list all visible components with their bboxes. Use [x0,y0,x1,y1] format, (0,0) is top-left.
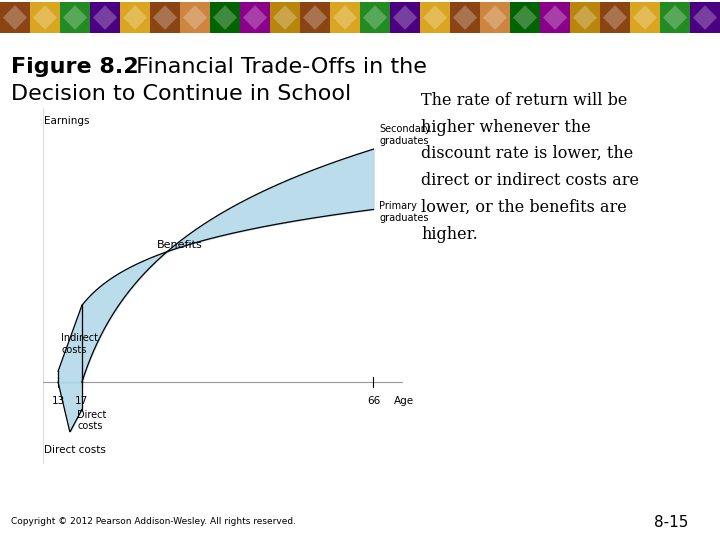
Polygon shape [483,5,507,30]
FancyBboxPatch shape [510,2,540,33]
FancyBboxPatch shape [90,2,120,33]
FancyBboxPatch shape [600,2,630,33]
Text: The rate of return will be
higher whenever the
discount rate is lower, the
direc: The rate of return will be higher whenev… [421,92,639,242]
FancyBboxPatch shape [540,2,570,33]
Text: Earnings: Earnings [45,116,90,126]
FancyBboxPatch shape [450,2,480,33]
Polygon shape [513,5,537,30]
Text: 8-15: 8-15 [654,515,688,530]
Polygon shape [183,5,207,30]
Polygon shape [663,5,687,30]
FancyBboxPatch shape [390,2,420,33]
Polygon shape [123,5,147,30]
Polygon shape [393,5,417,30]
Polygon shape [33,5,57,30]
Polygon shape [693,5,717,30]
Polygon shape [213,5,237,30]
FancyBboxPatch shape [690,2,720,33]
Polygon shape [3,5,27,30]
FancyBboxPatch shape [210,2,240,33]
Text: 17: 17 [76,396,89,406]
FancyBboxPatch shape [420,2,450,33]
FancyBboxPatch shape [0,2,30,33]
Text: 13: 13 [51,396,65,406]
Text: Decision to Continue in School: Decision to Continue in School [11,84,351,104]
Polygon shape [573,5,597,30]
FancyBboxPatch shape [180,2,210,33]
Text: Figure 8.2: Figure 8.2 [11,57,138,77]
FancyBboxPatch shape [240,2,270,33]
FancyBboxPatch shape [330,2,360,33]
Text: Secondary
graduates: Secondary graduates [379,124,431,146]
Text: Indirect
costs: Indirect costs [61,333,98,355]
FancyBboxPatch shape [30,2,60,33]
FancyBboxPatch shape [60,2,90,33]
Text: Primary
graduates: Primary graduates [379,201,429,224]
Polygon shape [273,5,297,30]
Polygon shape [93,5,117,30]
FancyBboxPatch shape [120,2,150,33]
FancyBboxPatch shape [480,2,510,33]
Polygon shape [453,5,477,30]
FancyBboxPatch shape [360,2,390,33]
Text: Copyright © 2012 Pearson Addison-Wesley. All rights reserved.: Copyright © 2012 Pearson Addison-Wesley.… [11,517,296,526]
Text: 66: 66 [366,396,380,406]
Polygon shape [363,5,387,30]
Text: Direct
costs: Direct costs [77,410,107,431]
Polygon shape [303,5,327,30]
Polygon shape [63,5,87,30]
Polygon shape [633,5,657,30]
FancyBboxPatch shape [300,2,330,33]
Text: Direct costs: Direct costs [45,445,107,455]
Polygon shape [423,5,447,30]
FancyBboxPatch shape [270,2,300,33]
Text: Age: Age [395,396,415,406]
FancyBboxPatch shape [630,2,660,33]
Polygon shape [243,5,267,30]
FancyBboxPatch shape [570,2,600,33]
FancyBboxPatch shape [660,2,690,33]
Polygon shape [543,5,567,30]
Polygon shape [153,5,177,30]
Text: Benefits: Benefits [156,240,202,249]
Text: Financial Trade-Offs in the: Financial Trade-Offs in the [122,57,427,77]
FancyBboxPatch shape [150,2,180,33]
Polygon shape [603,5,627,30]
Polygon shape [333,5,357,30]
